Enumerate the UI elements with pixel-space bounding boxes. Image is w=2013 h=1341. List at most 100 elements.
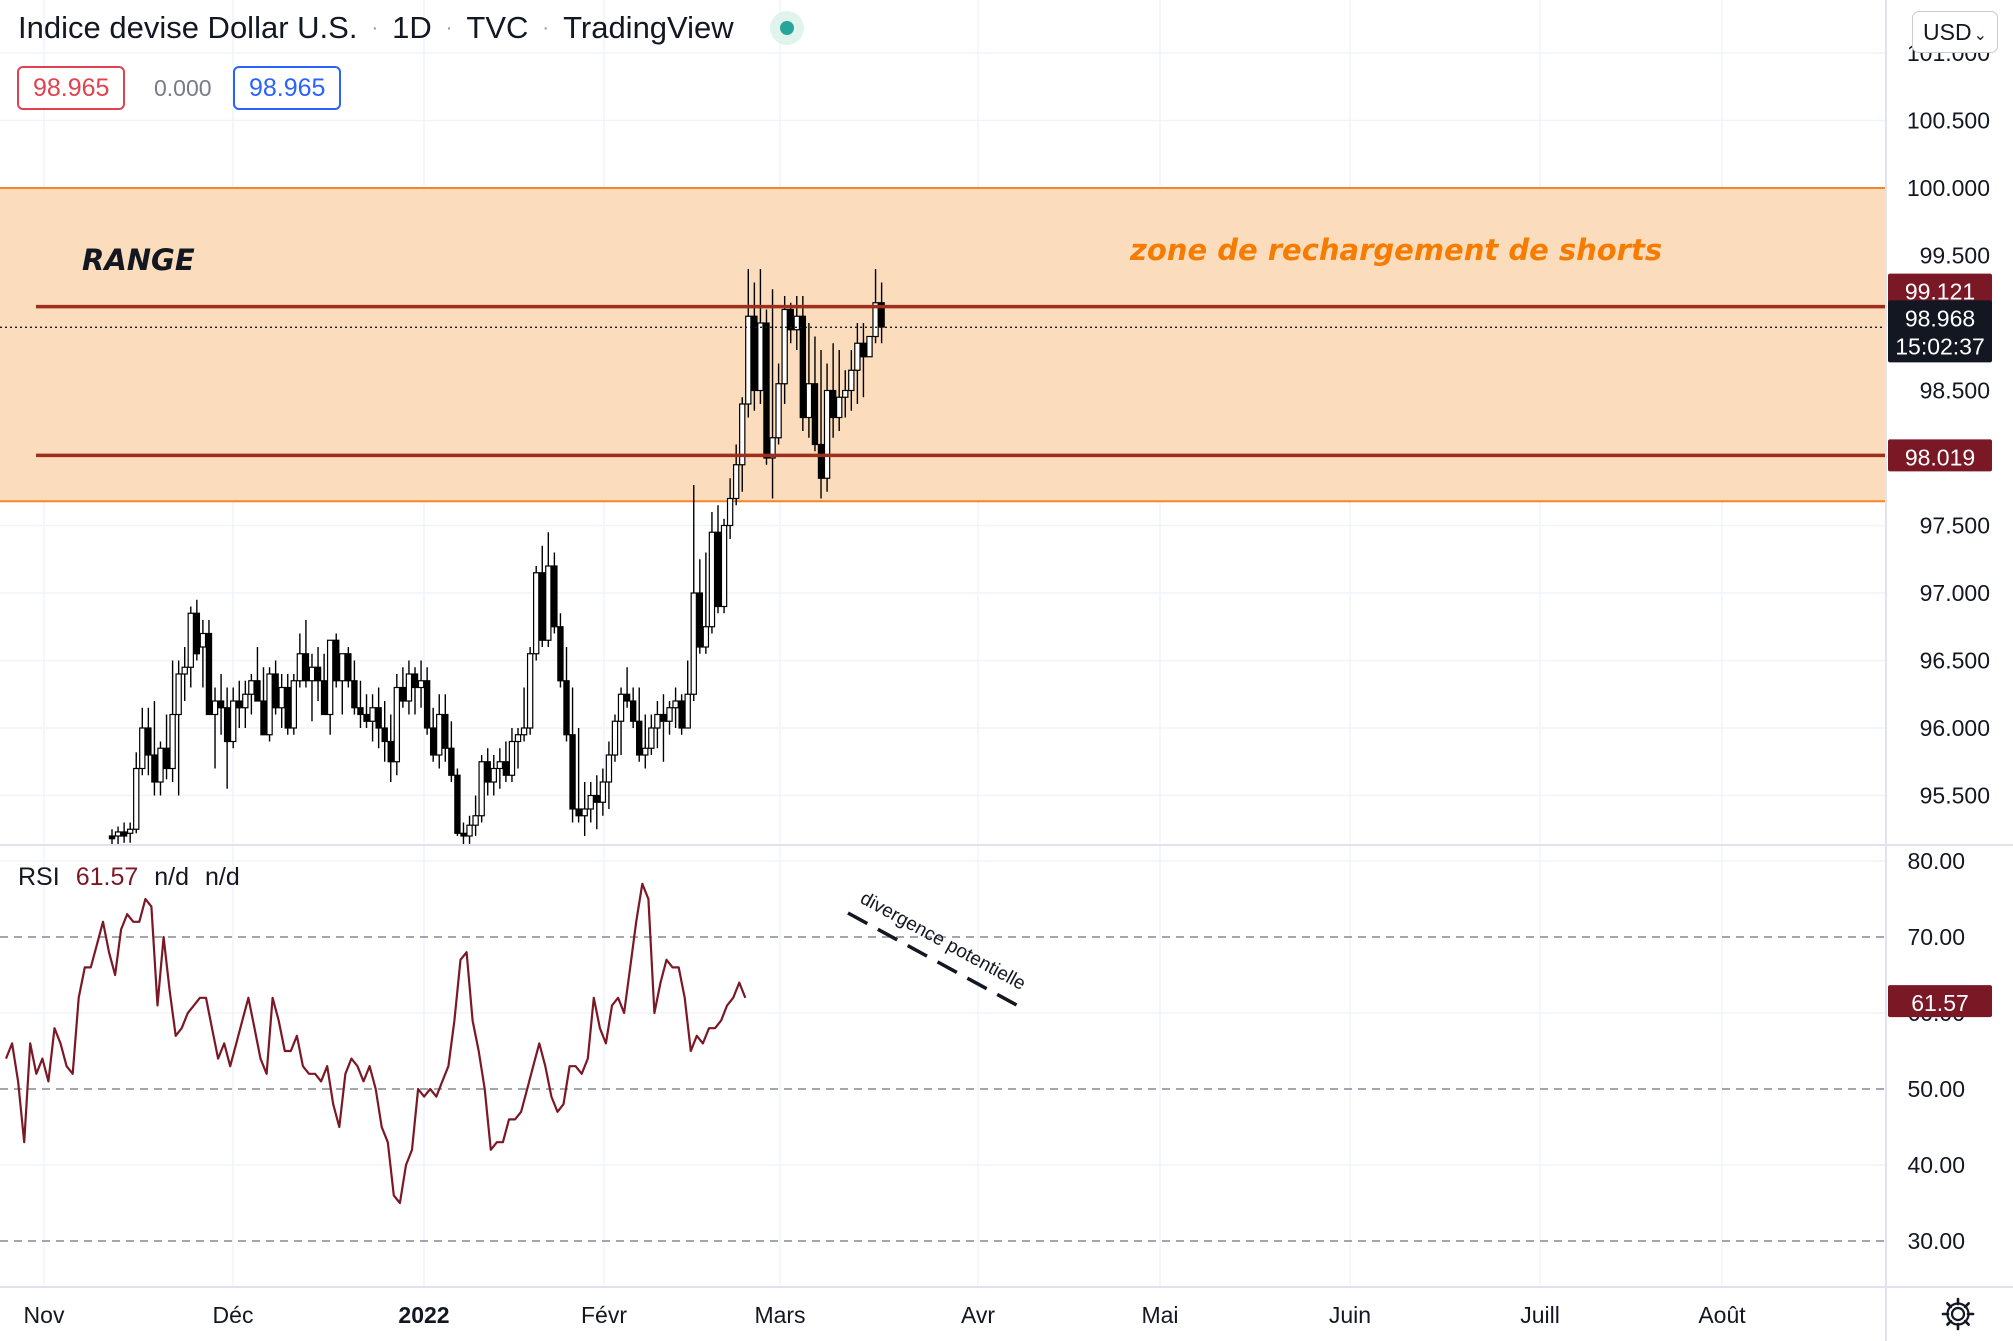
- candle[interactable]: [866, 335, 873, 358]
- candle[interactable]: [666, 701, 673, 735]
- candle[interactable]: [611, 714, 619, 762]
- candle[interactable]: [296, 633, 304, 688]
- candle[interactable]: [278, 674, 285, 728]
- candle[interactable]: [805, 323, 813, 438]
- candle[interactable]: [436, 694, 443, 769]
- candle[interactable]: [702, 552, 710, 654]
- candle[interactable]: [248, 674, 255, 715]
- candle[interactable]: [842, 370, 849, 418]
- candle[interactable]: [593, 775, 601, 830]
- candle[interactable]: [139, 707, 146, 776]
- candle[interactable]: [187, 606, 194, 688]
- candle[interactable]: [145, 707, 152, 776]
- candle[interactable]: [157, 741, 164, 796]
- candle[interactable]: [502, 741, 510, 783]
- candle[interactable]: [417, 660, 425, 708]
- candle[interactable]: [114, 826, 122, 845]
- candle[interactable]: [223, 687, 231, 789]
- candle[interactable]: [272, 660, 279, 715]
- candle[interactable]: [799, 296, 807, 431]
- candle[interactable]: [175, 660, 182, 796]
- candle[interactable]: [829, 343, 837, 438]
- candle[interactable]: [163, 714, 170, 780]
- market-status-dot-icon[interactable]: [769, 11, 804, 45]
- candle[interactable]: [629, 687, 637, 729]
- candle[interactable]: [193, 599, 201, 661]
- candle[interactable]: [399, 667, 407, 708]
- candlesticks[interactable]: [108, 269, 885, 850]
- candle[interactable]: [133, 752, 140, 834]
- candle[interactable]: [605, 741, 613, 810]
- symbol-title[interactable]: Indice devise Dollar U.S.: [18, 10, 358, 45]
- candle[interactable]: [514, 728, 522, 769]
- candle[interactable]: [363, 694, 370, 728]
- candle[interactable]: [835, 350, 843, 431]
- candle[interactable]: [532, 566, 540, 661]
- candle[interactable]: [854, 323, 861, 404]
- candle[interactable]: [696, 559, 704, 654]
- candle[interactable]: [472, 795, 479, 837]
- bid-price-box[interactable]: 98.965: [17, 66, 126, 110]
- candle[interactable]: [120, 822, 128, 843]
- candle[interactable]: [326, 639, 334, 735]
- candle[interactable]: [551, 552, 558, 634]
- candle[interactable]: [236, 680, 243, 728]
- candle[interactable]: [508, 728, 516, 782]
- candle[interactable]: [539, 545, 546, 647]
- candle[interactable]: [369, 694, 376, 742]
- candle[interactable]: [745, 269, 752, 418]
- candle[interactable]: [333, 633, 340, 688]
- rsi-series-line[interactable]: [4, 882, 747, 1205]
- candle[interactable]: [320, 653, 328, 716]
- interval-label[interactable]: 1D: [392, 10, 432, 45]
- candle[interactable]: [429, 707, 437, 762]
- candle[interactable]: [726, 478, 734, 539]
- candle[interactable]: [230, 687, 237, 749]
- candle[interactable]: [599, 768, 607, 816]
- candle[interactable]: [757, 269, 764, 404]
- candle[interactable]: [181, 647, 188, 701]
- candle[interactable]: [448, 721, 455, 782]
- candle[interactable]: [690, 485, 697, 701]
- candle[interactable]: [823, 363, 831, 492]
- candle[interactable]: [205, 620, 213, 716]
- candle[interactable]: [151, 701, 158, 796]
- candle[interactable]: [314, 647, 322, 701]
- candle[interactable]: [575, 728, 582, 823]
- candle[interactable]: [308, 653, 316, 722]
- candle[interactable]: [648, 714, 655, 756]
- candle[interactable]: [393, 674, 401, 776]
- candle[interactable]: [520, 687, 528, 742]
- candle[interactable]: [678, 694, 685, 735]
- candle[interactable]: [345, 647, 352, 688]
- currency-selector[interactable]: USD ⌄: [1912, 11, 1998, 53]
- candle[interactable]: [763, 309, 770, 465]
- gear-icon[interactable]: [1940, 1296, 1976, 1332]
- candle[interactable]: [781, 296, 788, 404]
- candle[interactable]: [423, 667, 431, 735]
- candle[interactable]: [569, 687, 576, 823]
- candle[interactable]: [466, 815, 473, 847]
- candle[interactable]: [260, 667, 267, 736]
- candle[interactable]: [775, 363, 782, 445]
- candle[interactable]: [654, 701, 661, 749]
- candle[interactable]: [339, 653, 346, 715]
- candle[interactable]: [169, 660, 176, 783]
- candle[interactable]: [642, 714, 649, 769]
- candle[interactable]: [787, 302, 794, 344]
- candle[interactable]: [526, 647, 534, 735]
- candle[interactable]: [708, 512, 716, 634]
- candle[interactable]: [769, 289, 776, 499]
- candle[interactable]: [290, 674, 298, 735]
- candle[interactable]: [811, 336, 819, 452]
- candle[interactable]: [199, 620, 207, 688]
- candle[interactable]: [496, 748, 504, 789]
- candle[interactable]: [490, 755, 497, 796]
- candle[interactable]: [460, 822, 467, 850]
- candle[interactable]: [108, 829, 116, 845]
- candle[interactable]: [375, 687, 382, 749]
- candle[interactable]: [636, 687, 643, 762]
- rsi-legend[interactable]: RSI 61.57 n/d n/d: [18, 863, 240, 892]
- candle[interactable]: [563, 647, 570, 742]
- candle[interactable]: [860, 323, 867, 398]
